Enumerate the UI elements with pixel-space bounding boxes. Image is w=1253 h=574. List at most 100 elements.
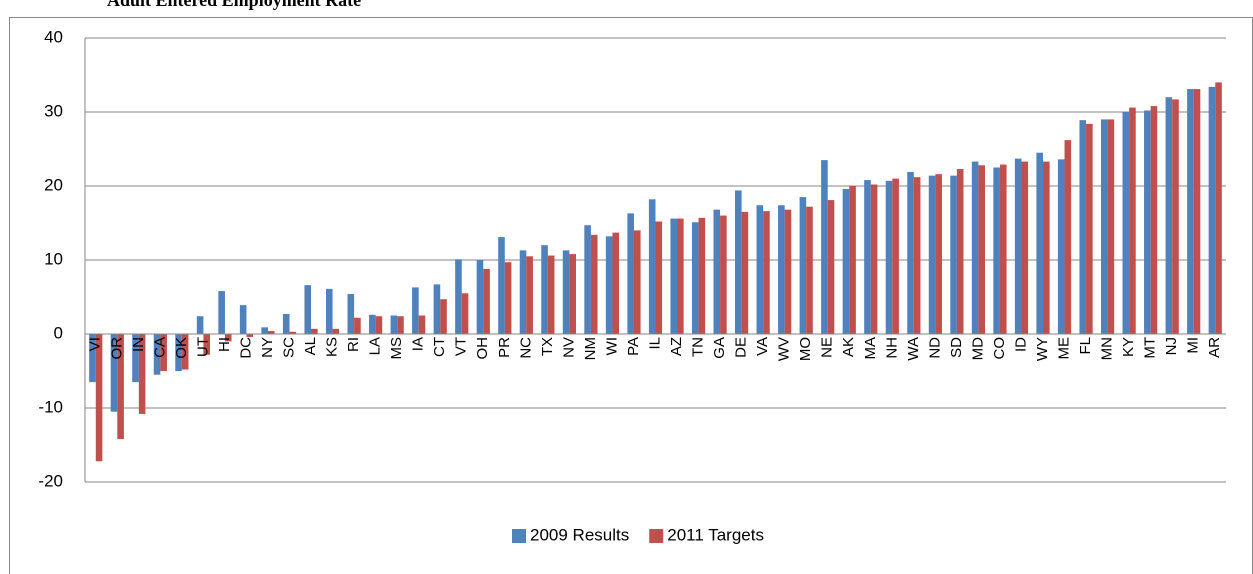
y-tick-label: -20 bbox=[38, 471, 63, 490]
x-tick-label: IA bbox=[410, 337, 427, 351]
bar bbox=[999, 164, 1007, 334]
bar bbox=[455, 259, 462, 334]
bar bbox=[117, 334, 124, 440]
bar bbox=[892, 178, 899, 334]
bar bbox=[655, 221, 663, 334]
bar bbox=[562, 250, 570, 334]
bar bbox=[203, 334, 211, 355]
bar bbox=[1165, 97, 1173, 334]
bar bbox=[418, 315, 426, 334]
x-tick-label: MO bbox=[797, 337, 814, 361]
x-tick-label: OH bbox=[474, 337, 491, 360]
x-tick-label: OK bbox=[173, 337, 190, 359]
x-tick-label: KS bbox=[324, 337, 341, 357]
y-tick-label: 30 bbox=[44, 101, 63, 120]
x-tick-label: WI bbox=[603, 337, 620, 355]
bar bbox=[870, 184, 878, 334]
x-tick-label: IL bbox=[646, 337, 663, 350]
bar bbox=[218, 291, 225, 334]
bar bbox=[778, 205, 785, 334]
bar bbox=[913, 177, 921, 334]
bar bbox=[1208, 86, 1216, 334]
bar bbox=[1064, 140, 1072, 334]
bar bbox=[196, 316, 204, 334]
bar bbox=[95, 334, 103, 462]
bar bbox=[978, 165, 986, 334]
bar bbox=[89, 334, 96, 383]
x-tick-label: RI bbox=[345, 337, 362, 352]
x-tick-label: NV bbox=[560, 337, 577, 358]
bar bbox=[928, 175, 936, 334]
x-tick-label: DE bbox=[733, 337, 750, 358]
bar bbox=[110, 334, 118, 412]
bar bbox=[627, 213, 634, 334]
bar bbox=[971, 161, 979, 334]
bar bbox=[584, 225, 591, 334]
x-tick-label: KY bbox=[1120, 337, 1137, 357]
bar bbox=[1086, 123, 1093, 334]
x-tick-label: MA bbox=[862, 337, 879, 360]
y-tick-label: 40 bbox=[44, 27, 63, 46]
y-tick-label: 0 bbox=[54, 323, 63, 342]
bar bbox=[720, 215, 727, 334]
x-tick-label: NE bbox=[819, 337, 836, 358]
x-tick-label: AL bbox=[302, 337, 319, 355]
x-tick-label: CA bbox=[151, 337, 168, 358]
x-tick-label: NJ bbox=[1163, 337, 1180, 355]
bar bbox=[354, 317, 361, 334]
bar bbox=[1122, 112, 1130, 334]
bar bbox=[1144, 110, 1151, 335]
x-tick-label: AK bbox=[840, 337, 857, 357]
bar bbox=[633, 230, 641, 334]
x-tick-label: NY bbox=[259, 337, 276, 358]
bar bbox=[756, 205, 764, 334]
bar bbox=[1187, 89, 1194, 334]
bar bbox=[1107, 119, 1115, 335]
bar bbox=[713, 209, 721, 334]
bar bbox=[347, 294, 355, 334]
bar bbox=[369, 314, 376, 334]
bar bbox=[181, 334, 189, 370]
x-tick-label: OR bbox=[108, 337, 125, 360]
bar bbox=[1036, 152, 1044, 334]
x-tick-label: PA bbox=[625, 337, 642, 356]
x-tick-label: HI bbox=[216, 337, 233, 352]
x-tick-label: NH bbox=[883, 337, 900, 359]
bar bbox=[1079, 120, 1087, 334]
bar bbox=[698, 217, 706, 334]
bar bbox=[239, 305, 247, 334]
x-tick-label: CO bbox=[991, 337, 1008, 360]
bar bbox=[153, 334, 161, 375]
x-tick-label: ME bbox=[1056, 337, 1073, 360]
bar bbox=[799, 197, 807, 334]
bar bbox=[784, 209, 792, 334]
bar bbox=[993, 167, 1000, 334]
bar bbox=[864, 180, 871, 334]
x-tick-label: IN bbox=[130, 337, 147, 352]
bar bbox=[332, 328, 340, 334]
bar bbox=[1193, 89, 1201, 334]
x-tick-label: ID bbox=[1012, 337, 1029, 352]
bar bbox=[956, 168, 964, 334]
bar bbox=[806, 206, 813, 334]
bar bbox=[691, 222, 699, 334]
bar bbox=[224, 334, 232, 342]
x-tick-label: VI bbox=[87, 337, 104, 351]
bar bbox=[160, 334, 167, 371]
bar bbox=[1172, 99, 1179, 334]
y-tick-label: -10 bbox=[38, 397, 63, 416]
bar bbox=[246, 334, 254, 337]
bar bbox=[741, 211, 749, 334]
bar bbox=[261, 327, 268, 334]
bar bbox=[397, 316, 404, 334]
bar bbox=[1021, 161, 1029, 334]
bar bbox=[885, 180, 893, 334]
x-tick-label: TX bbox=[539, 337, 556, 356]
legend-label: 2009 Results bbox=[530, 525, 629, 544]
bar bbox=[311, 328, 318, 334]
bar bbox=[504, 262, 512, 334]
bar bbox=[827, 200, 835, 334]
bar bbox=[267, 331, 275, 334]
x-tick-label: MS bbox=[388, 337, 405, 360]
y-tick-label: 10 bbox=[44, 249, 63, 268]
